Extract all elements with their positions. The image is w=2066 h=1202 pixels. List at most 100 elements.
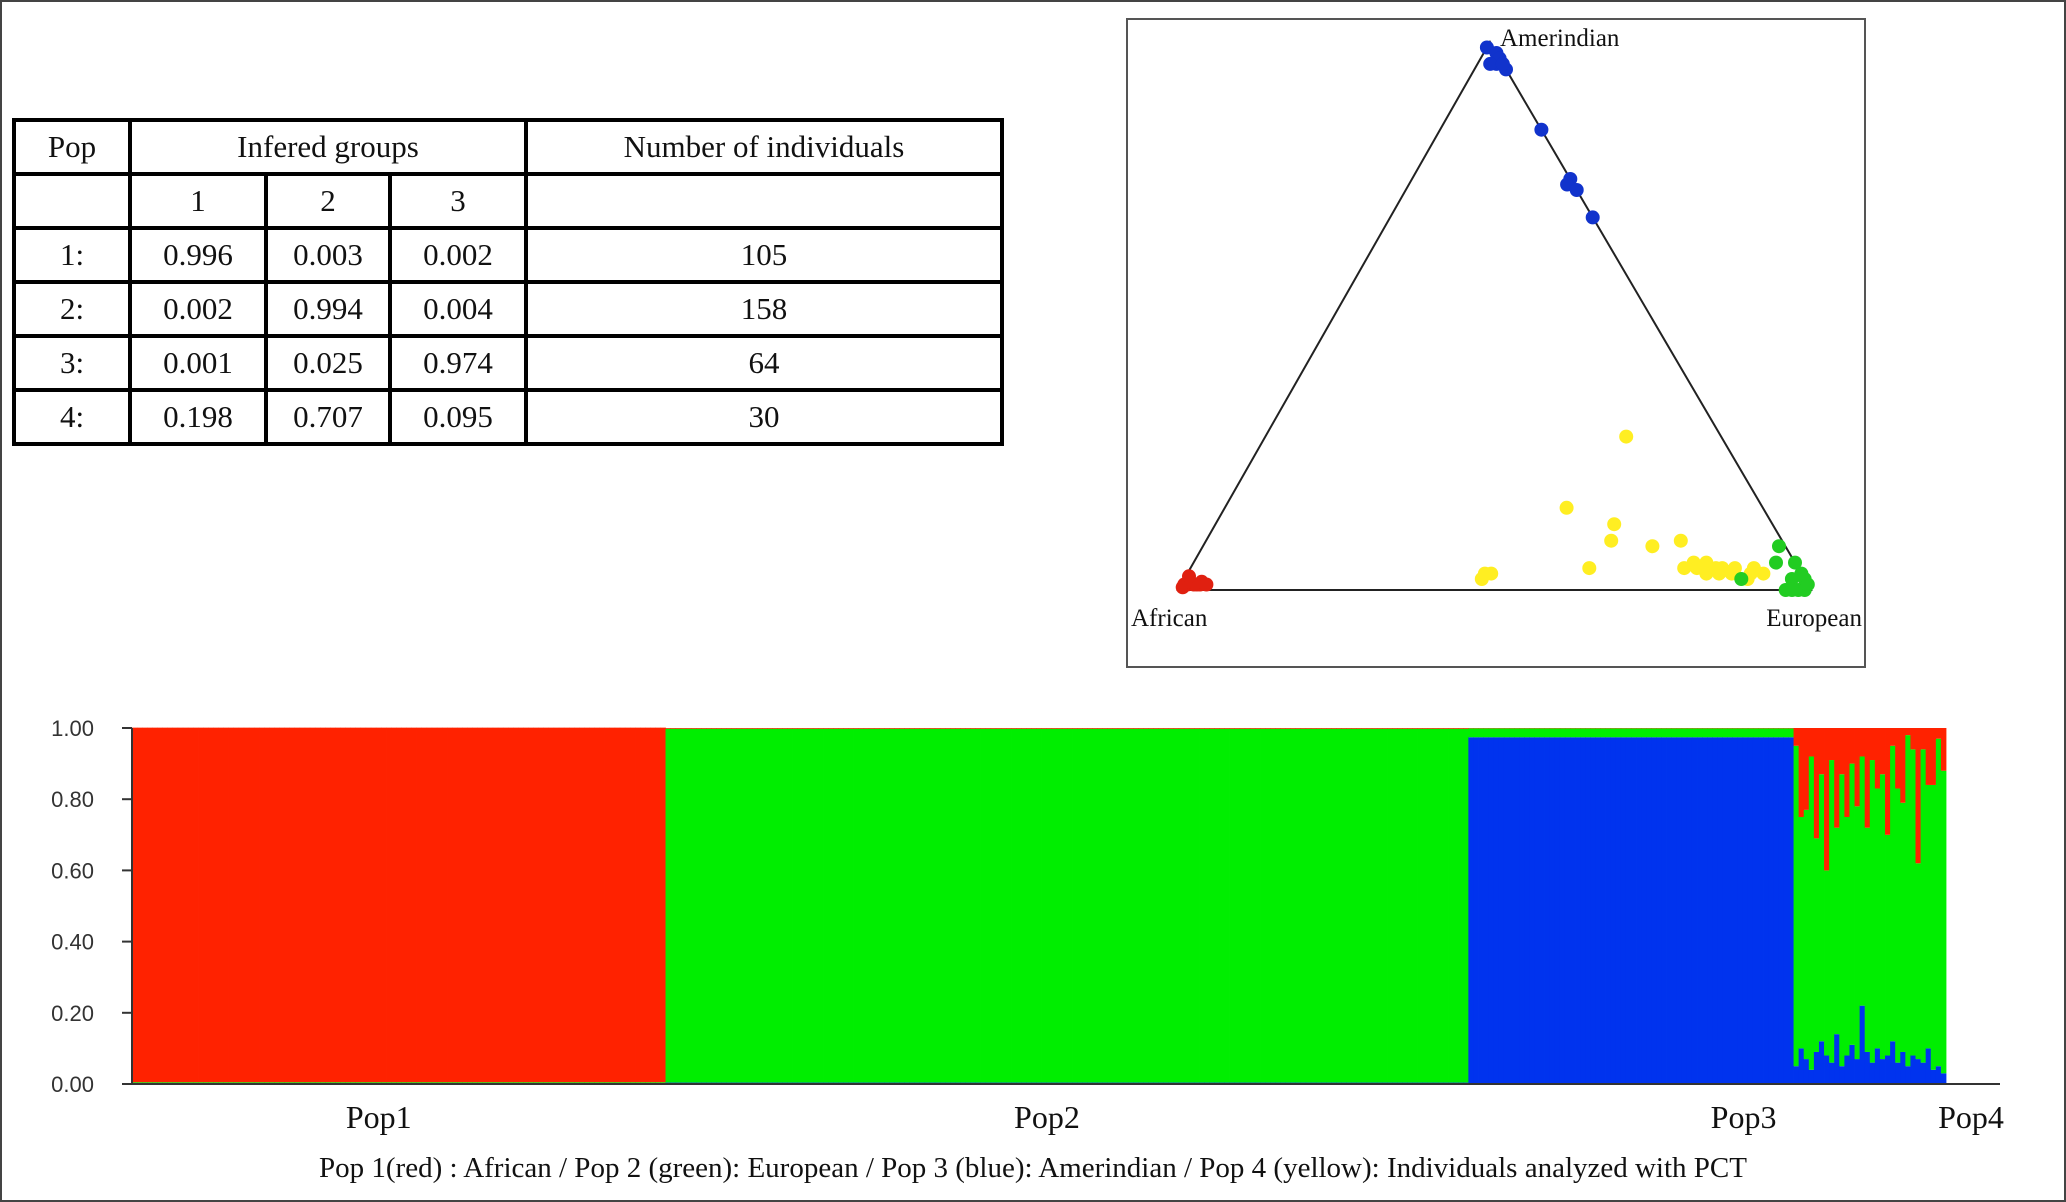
green-segment bbox=[1442, 728, 1449, 1083]
row-pop: 2: bbox=[12, 280, 132, 338]
blue-segment bbox=[1859, 1005, 1866, 1084]
green-segment bbox=[1234, 728, 1241, 1083]
green-segment bbox=[421, 1082, 428, 1084]
blue-segment bbox=[1783, 737, 1789, 1084]
green-segment bbox=[213, 1082, 219, 1084]
red-segment bbox=[1940, 728, 1947, 771]
red-segment bbox=[1366, 728, 1373, 729]
red-segment bbox=[391, 727, 397, 1083]
red-segment bbox=[894, 728, 900, 729]
red-segment bbox=[157, 727, 163, 1083]
group-id-1: 1 bbox=[128, 172, 268, 230]
green-segment bbox=[756, 728, 763, 1083]
red-segment bbox=[1417, 728, 1424, 729]
blue-segment bbox=[1869, 1062, 1876, 1084]
red-segment bbox=[274, 727, 280, 1083]
green-segment bbox=[330, 1082, 336, 1084]
green-segment bbox=[1021, 728, 1027, 1083]
green-segment bbox=[1575, 728, 1581, 738]
red-segment bbox=[706, 728, 712, 729]
red-segment bbox=[1127, 728, 1134, 729]
green-segment bbox=[259, 1082, 265, 1084]
red-segment bbox=[462, 727, 468, 1083]
green-segment bbox=[1829, 760, 1835, 1063]
green-point bbox=[1788, 555, 1802, 570]
green-segment bbox=[345, 1082, 351, 1084]
green-segment bbox=[635, 1082, 641, 1084]
green-segment bbox=[1656, 728, 1662, 738]
red-segment bbox=[1829, 728, 1835, 761]
red-segment bbox=[904, 728, 910, 729]
green-segment bbox=[1468, 728, 1474, 738]
blue-segment bbox=[1600, 737, 1606, 1084]
red-segment bbox=[568, 727, 575, 1083]
green-segment bbox=[426, 1082, 433, 1084]
green-segment bbox=[228, 1082, 235, 1084]
blue-segment bbox=[1569, 737, 1576, 1084]
green-segment bbox=[1163, 728, 1169, 1083]
blue-segment bbox=[1509, 737, 1515, 1084]
table-header-row: Pop Infered groups Number of individuals bbox=[12, 118, 1004, 176]
green-segment bbox=[1188, 728, 1195, 1083]
green-segment bbox=[1793, 745, 1800, 1067]
blue-segment bbox=[1737, 737, 1744, 1084]
red-segment bbox=[1818, 728, 1825, 775]
green-segment bbox=[1727, 728, 1733, 738]
green-segment bbox=[380, 1082, 387, 1084]
red-segment bbox=[1275, 728, 1281, 729]
green-segment bbox=[1636, 728, 1642, 738]
green-segment bbox=[858, 728, 865, 1083]
ternary-points bbox=[1175, 40, 1815, 597]
red-segment bbox=[1387, 728, 1393, 729]
green-segment bbox=[1854, 806, 1861, 1060]
green-segment bbox=[1778, 728, 1784, 738]
green-segment bbox=[990, 728, 997, 1083]
red-segment bbox=[518, 727, 524, 1083]
red-segment bbox=[609, 727, 616, 1083]
green-segment bbox=[1122, 728, 1129, 1083]
green-segment bbox=[563, 1082, 570, 1084]
red-segment bbox=[1117, 728, 1124, 729]
red-segment bbox=[1331, 728, 1337, 729]
red-segment bbox=[1321, 728, 1327, 729]
green-segment bbox=[1590, 728, 1596, 738]
red-segment bbox=[492, 727, 499, 1083]
red-segment bbox=[853, 728, 860, 729]
red-segment bbox=[797, 728, 804, 729]
red-segment bbox=[228, 727, 235, 1083]
red-segment bbox=[1133, 728, 1139, 729]
green-segment bbox=[1869, 760, 1876, 1063]
blue-point bbox=[1569, 183, 1584, 197]
green-segment bbox=[269, 1082, 275, 1084]
green-segment bbox=[1930, 784, 1937, 1070]
green-segment bbox=[1290, 728, 1296, 1083]
red-segment bbox=[1148, 728, 1154, 729]
green-segment bbox=[1422, 728, 1429, 1083]
red-segment bbox=[1895, 728, 1901, 789]
green-segment bbox=[1742, 728, 1749, 738]
red-segment bbox=[508, 727, 514, 1083]
red-segment bbox=[1112, 728, 1119, 729]
green-segment bbox=[1407, 728, 1413, 1083]
red-segment bbox=[1392, 728, 1398, 729]
yellow-point bbox=[1604, 533, 1619, 548]
red-segment bbox=[1849, 728, 1855, 764]
red-segment bbox=[1102, 728, 1108, 729]
green-segment bbox=[1569, 728, 1576, 738]
green-segment bbox=[1133, 728, 1139, 1083]
yellow-point bbox=[1746, 561, 1761, 576]
green-segment bbox=[264, 1082, 270, 1084]
red-segment bbox=[1188, 728, 1195, 729]
green-segment bbox=[198, 1082, 204, 1084]
row-group-1: 0.996 bbox=[128, 226, 268, 284]
red-segment bbox=[436, 727, 443, 1083]
green-segment bbox=[350, 1082, 356, 1084]
red-segment bbox=[1219, 728, 1225, 729]
green-segment bbox=[1249, 728, 1256, 1083]
blue-segment bbox=[1605, 737, 1612, 1084]
green-segment bbox=[1356, 728, 1363, 1083]
blue-segment bbox=[1498, 737, 1505, 1084]
red-segment bbox=[1016, 728, 1022, 729]
red-segment bbox=[213, 727, 219, 1083]
red-segment bbox=[233, 727, 240, 1083]
